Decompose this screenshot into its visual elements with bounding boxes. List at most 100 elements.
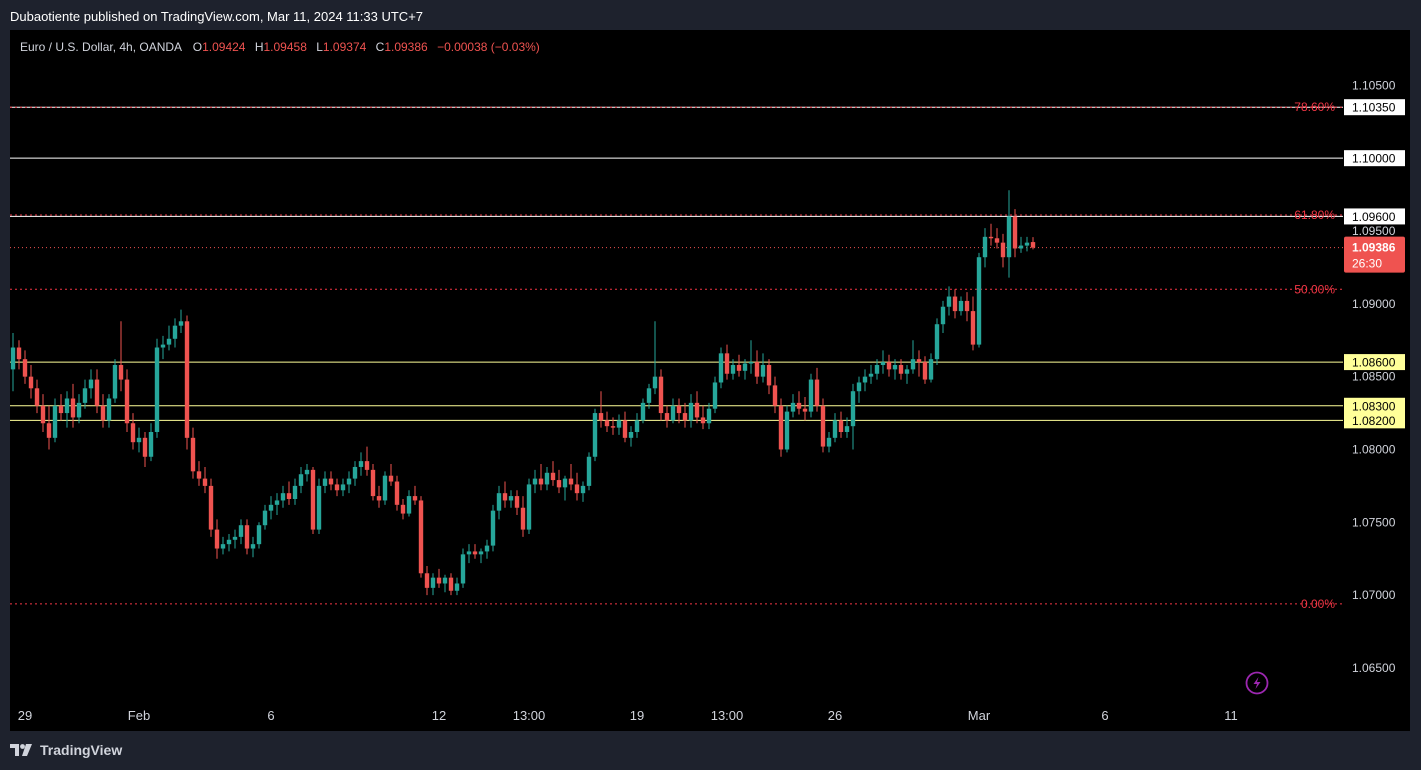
candle [298,466,304,494]
candle [88,369,94,399]
chart-panel[interactable]: 78.60%61.80%50.00%0.00% 1.105001.100001.… [10,30,1410,731]
level-lines [10,106,1343,421]
candle-body [352,466,358,479]
candle-body [898,365,904,374]
candle-body [844,426,850,432]
candle-body [460,554,466,584]
y-tick-label: 1.07000 [1352,588,1396,602]
candle-body [418,500,424,574]
candle [172,318,178,348]
y-tick-label: 1.09500 [1352,224,1396,238]
legend-l-value: 1.09374 [323,40,367,54]
candle [1030,237,1036,250]
countdown-label: 26:30 [1352,257,1382,271]
candle [646,383,652,409]
candle-body [310,469,316,530]
level-price-label: 1.10350 [1352,101,1396,115]
level-price-label: 1.08200 [1352,414,1396,428]
lightning-icon[interactable] [1245,671,1269,695]
y-tick-label: 1.08500 [1352,370,1396,384]
candle-body [784,411,790,450]
candle [820,398,826,453]
level-price-label: 1.08300 [1352,399,1396,413]
candle [424,566,430,596]
candle [682,402,688,428]
candle [886,354,892,377]
candle-body [958,300,964,312]
candle [700,405,706,430]
candle [658,369,664,421]
candle-body [904,369,910,374]
candle-body [88,379,94,389]
candle [544,466,550,491]
candle [616,414,622,435]
candle-body [976,257,982,345]
candle-body [616,420,622,428]
candle [964,292,970,322]
candle [274,493,280,516]
candle [640,398,646,424]
candle [796,391,802,415]
candle-body [130,423,136,443]
candle [742,359,748,380]
candle-body [46,423,52,438]
candle [94,369,100,414]
candle-body [1000,242,1006,258]
candle-body [370,469,376,497]
x-tick-label: 6 [267,708,274,723]
candle-body [76,402,82,418]
candle [316,478,322,534]
candle [376,485,382,508]
candle [442,574,448,593]
candle-body [112,365,118,399]
candle [988,223,994,246]
candle [568,464,574,491]
candle [538,464,544,491]
candle-body [448,577,454,591]
candle [184,315,190,450]
candle [514,490,520,516]
candle [340,478,346,497]
candle-body [286,493,292,499]
candle-body [814,379,820,406]
candle-body [634,420,640,432]
legend-c-label: C [376,40,385,54]
candle [940,300,946,333]
candle [520,496,526,537]
tradingview-logo-icon [10,744,32,756]
candle [970,296,976,351]
candle [736,354,742,377]
candle [664,405,670,428]
candle-body [484,545,490,552]
candle-body [832,420,838,438]
candle-body [1012,216,1018,249]
y-tick-label: 1.10500 [1352,78,1396,92]
candle-body [196,471,202,479]
candle [712,376,718,414]
candle [472,544,478,559]
candle-body [466,551,472,555]
candle-body [298,474,304,486]
legend-h-value: 1.09458 [264,40,308,54]
footer-brand[interactable]: TradingView [10,742,122,758]
candle [580,481,586,502]
candle [400,499,406,520]
candle-body [172,325,178,339]
candlestick-chart[interactable]: 78.60%61.80%50.00%0.00% 1.105001.100001.… [10,30,1410,731]
candle [460,548,466,588]
candle [196,461,202,486]
candle [52,398,58,443]
candle-body [220,544,226,549]
candle-body [436,577,442,584]
candle-body [124,379,130,424]
candle [496,485,502,520]
x-tick-label: 6 [1101,708,1108,723]
y-tick-label: 1.09000 [1352,297,1396,311]
x-tick-label: 13:00 [513,708,546,723]
candle [502,481,508,508]
candle [292,478,298,505]
candle [490,504,496,552]
candle [154,338,160,438]
candle-body [1030,242,1036,248]
candle-body [364,461,370,470]
